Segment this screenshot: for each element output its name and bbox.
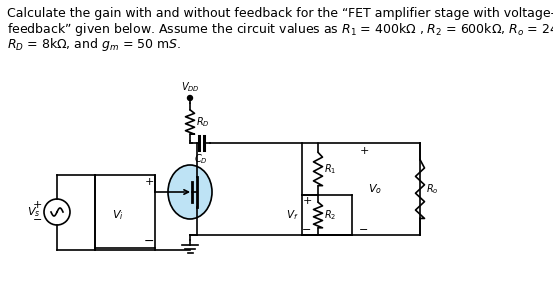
Text: Calculate the gain with and without feedback for the “FET amplifier stage with v: Calculate the gain with and without feed… (7, 7, 553, 20)
Ellipse shape (168, 165, 212, 219)
Text: $V_{DD}$: $V_{DD}$ (181, 80, 200, 94)
Text: $R_o$: $R_o$ (426, 182, 439, 196)
Text: $R_D$ = 8k$\Omega$, and $g_m$ = 50 m$S$.: $R_D$ = 8k$\Omega$, and $g_m$ = 50 m$S$. (7, 36, 181, 53)
Text: $V_s$: $V_s$ (27, 205, 40, 219)
Text: −: − (33, 215, 42, 225)
Text: −: − (359, 225, 369, 235)
Circle shape (187, 95, 192, 100)
Text: feedback” given below. Assume the circuit values as $R_1$ = 400k$\Omega$ , $R_2$: feedback” given below. Assume the circui… (7, 21, 553, 38)
Text: −: − (144, 235, 154, 248)
Text: $C_D$: $C_D$ (194, 152, 208, 166)
Text: −: − (302, 225, 312, 235)
Text: $R_1$: $R_1$ (324, 162, 336, 176)
Text: $V_o$: $V_o$ (368, 182, 382, 196)
Text: +: + (144, 177, 154, 187)
Bar (95, 175, 155, 248)
Text: $V_f$: $V_f$ (286, 208, 299, 222)
Text: $R_D$: $R_D$ (196, 115, 210, 129)
Text: $V_i$: $V_i$ (112, 209, 124, 222)
Text: $R_2$: $R_2$ (324, 208, 336, 222)
Text: +: + (302, 196, 312, 206)
Text: +: + (33, 200, 42, 210)
Text: +: + (359, 146, 369, 156)
